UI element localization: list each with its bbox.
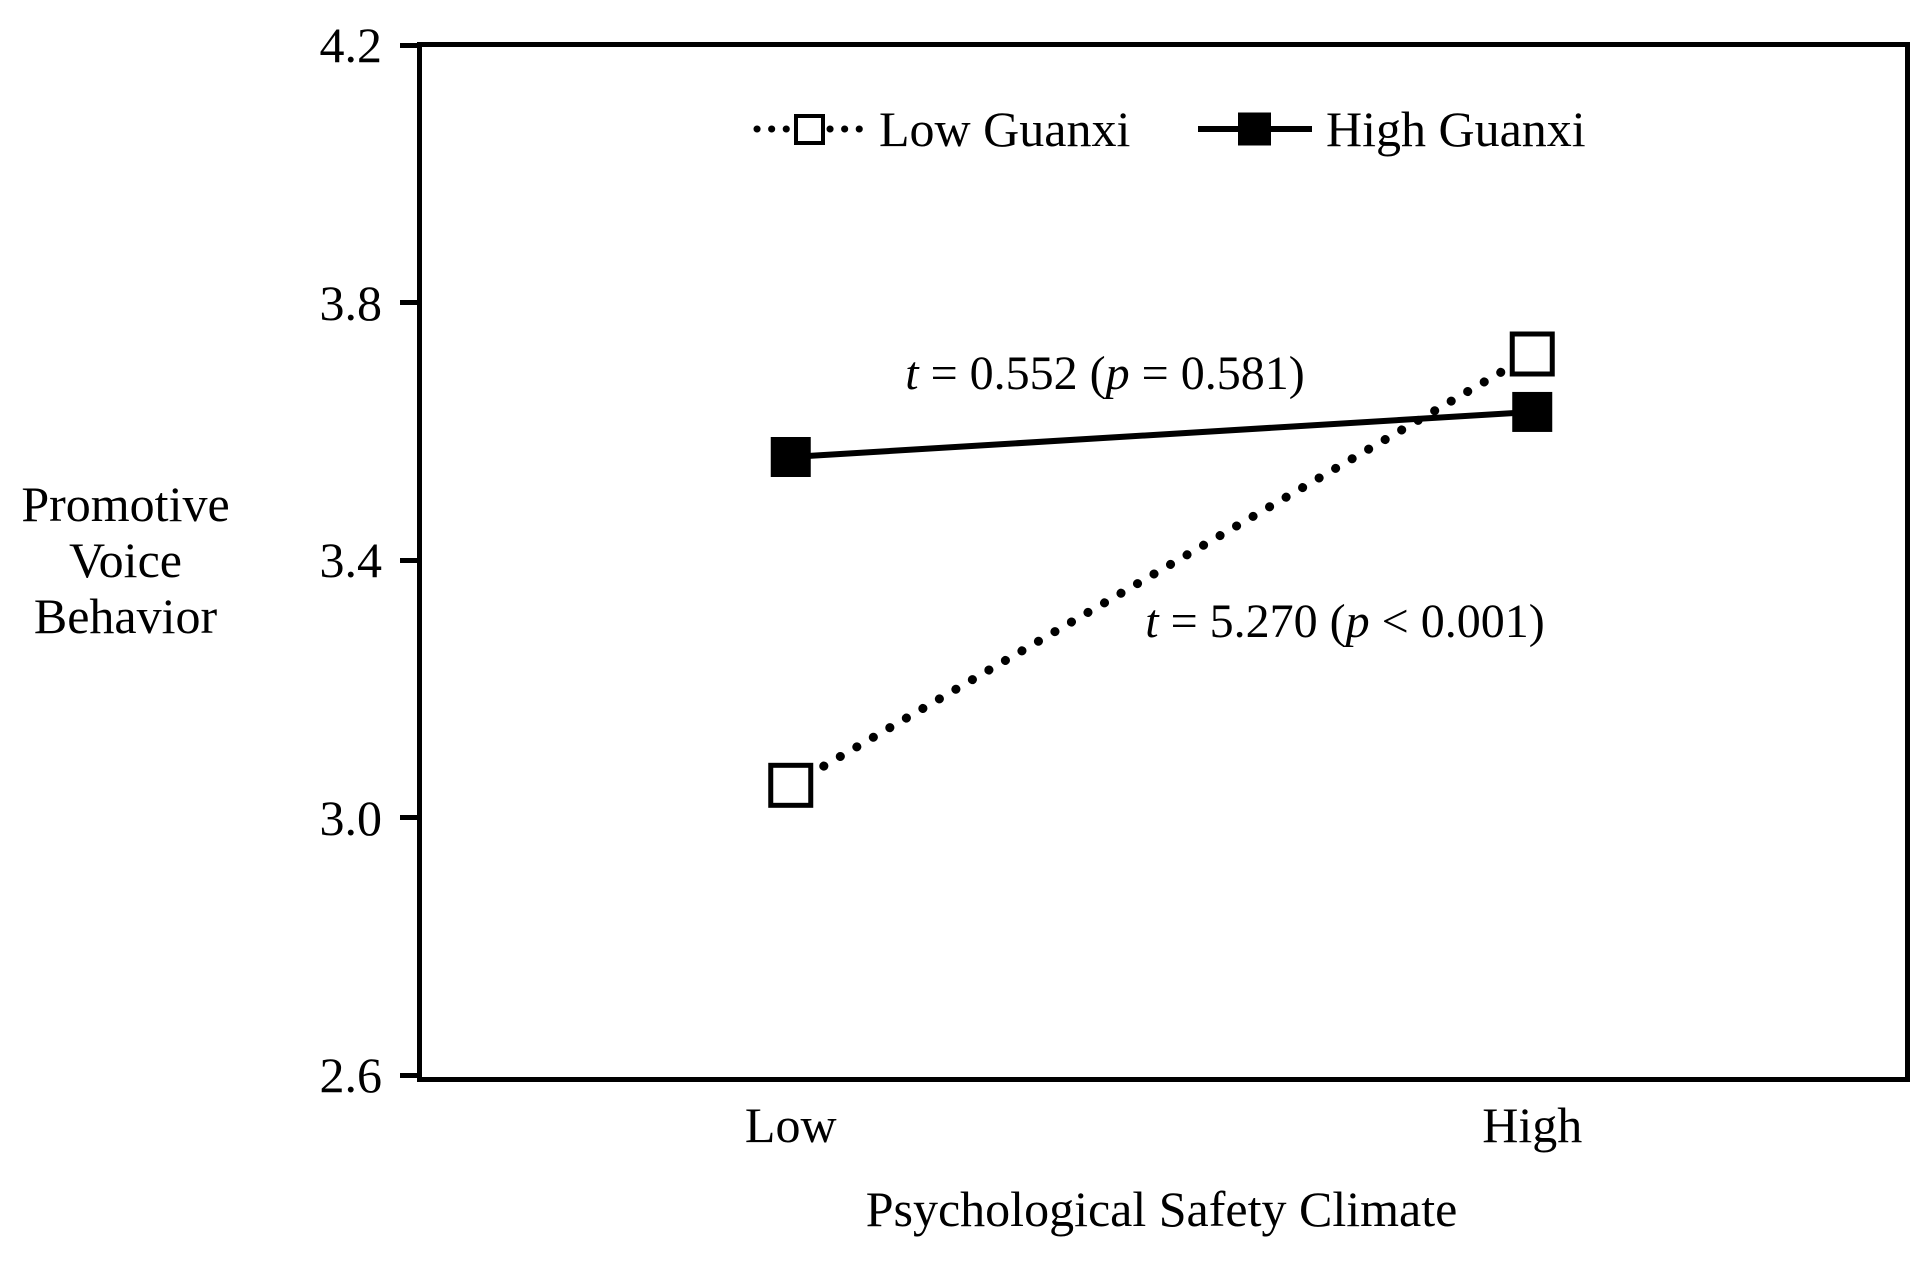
y-axis-title-line: Voice	[69, 532, 182, 588]
legend-item-low-guanxi: Low Guanxi	[752, 104, 1130, 154]
marker-low-guanxi-high	[1509, 331, 1555, 377]
marker-high-guanxi-high	[1512, 391, 1553, 432]
annotation-high-guanxi-ttest: t = 0.552 (p = 0.581)	[905, 347, 1305, 400]
y-tick-label: 3.8	[319, 274, 383, 331]
x-axis-title: Psychological Safety Climate	[865, 1181, 1458, 1237]
y-tick-mark	[400, 300, 418, 305]
y-tick-mark	[400, 557, 418, 563]
solid-filled-square-legend-icon	[1198, 112, 1312, 146]
y-tick-mark	[400, 815, 418, 820]
legend-label-low-guanxi: Low Guanxi	[879, 101, 1131, 157]
y-axis-title-line: Promotive	[21, 476, 230, 532]
y-tick-label: 2.6	[319, 1047, 383, 1103]
x-tick-label-low: Low	[744, 1097, 837, 1153]
plot-area	[417, 42, 1910, 1082]
series-line-high-guanxi	[790, 408, 1533, 460]
y-axis-title-line: Behavior	[33, 588, 218, 644]
marker-low-guanxi-low	[768, 762, 814, 808]
y-tick-mark	[400, 1072, 418, 1078]
chart-canvas	[768, 331, 1555, 808]
dotted-open-square-legend-icon	[753, 114, 866, 145]
y-tick-label: 4.2	[319, 17, 383, 73]
y-tick-mark	[400, 42, 418, 48]
y-axis-title: Promotive Voice Behavior	[8, 476, 243, 644]
y-tick-label: 3.4	[319, 532, 383, 588]
y-tick-label: 3.0	[319, 789, 383, 846]
x-tick-label-high: High	[1482, 1097, 1583, 1153]
annotation-low-guanxi-ttest: t = 5.270 (p < 0.001)	[1145, 595, 1545, 648]
marker-high-guanxi-low	[770, 437, 811, 477]
legend-item-high-guanxi: High Guanxi	[1196, 104, 1586, 154]
legend-label-high-guanxi: High Guanxi	[1326, 101, 1586, 157]
